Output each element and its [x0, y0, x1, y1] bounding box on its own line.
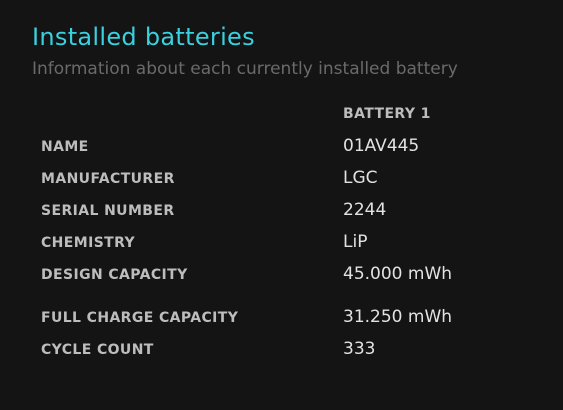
row-label: NAME — [41, 139, 89, 155]
row-value: 01AV445 — [343, 136, 420, 156]
table-row-design-capacity: DESIGN CAPACITY 45.000 mWh — [0, 264, 563, 288]
row-label: CHEMISTRY — [41, 235, 136, 251]
row-value: 333 — [343, 339, 376, 359]
row-value: 45.000 mWh — [343, 264, 453, 284]
table-row-full-charge-capacity: FULL CHARGE CAPACITY 31.250 mWh — [0, 307, 563, 331]
row-label: DESIGN CAPACITY — [41, 267, 188, 283]
section-subtitle: Information about each currently install… — [32, 59, 458, 79]
row-label: CYCLE COUNT — [41, 342, 154, 358]
row-value: 2244 — [343, 200, 387, 220]
row-value: LiP — [343, 232, 368, 252]
row-label: SERIAL NUMBER — [41, 203, 175, 219]
table-row-chemistry: CHEMISTRY LiP — [0, 232, 563, 256]
table-row-serial-number: SERIAL NUMBER 2244 — [0, 200, 563, 224]
table-row-name: NAME 01AV445 — [0, 136, 563, 160]
battery-column-header: BATTERY 1 — [343, 106, 431, 122]
row-value: 31.250 mWh — [343, 307, 453, 327]
section-title: Installed batteries — [32, 23, 255, 51]
row-label: FULL CHARGE CAPACITY — [41, 310, 239, 326]
row-label: MANUFACTURER — [41, 171, 175, 187]
table-row-manufacturer: MANUFACTURER LGC — [0, 168, 563, 192]
row-value: LGC — [343, 168, 378, 188]
table-row-cycle-count: CYCLE COUNT 333 — [0, 339, 563, 363]
